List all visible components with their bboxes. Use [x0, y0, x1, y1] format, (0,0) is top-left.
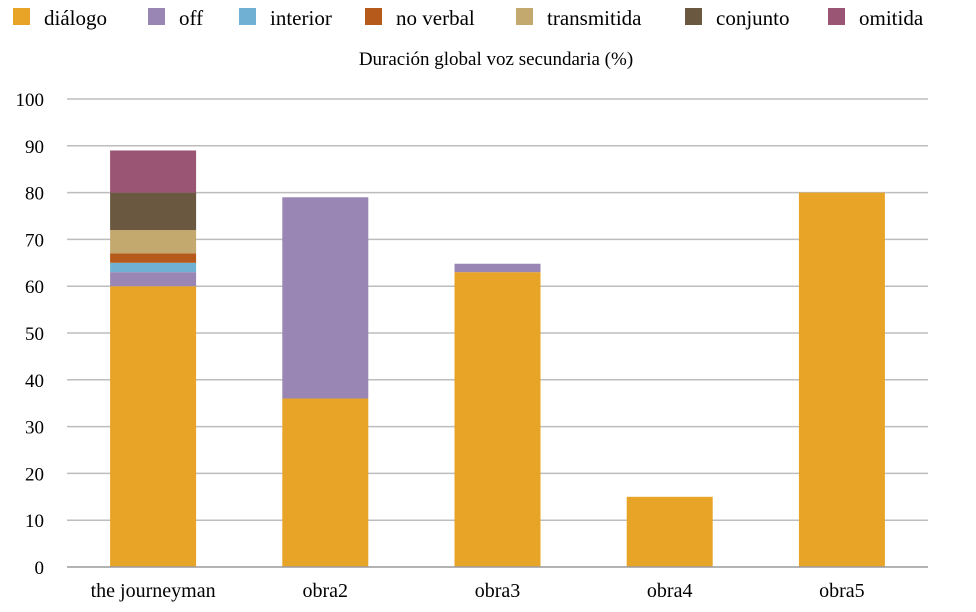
- legend-swatch: [148, 8, 165, 25]
- x-category-label: the journeyman: [91, 580, 216, 602]
- x-category-label: obra3: [475, 580, 521, 602]
- legend-swatch: [828, 8, 845, 25]
- x-category-label: obra2: [303, 580, 349, 602]
- bar-segment: [626, 496, 713, 567]
- legend-swatch: [239, 8, 256, 25]
- legend-label: conjunto: [716, 6, 790, 30]
- x-category-label: obra4: [647, 580, 693, 602]
- bar-segment: [110, 262, 197, 273]
- legend-label: no verbal: [396, 6, 475, 30]
- bar-segment: [110, 272, 197, 287]
- legend: diálogo off interior no verbal transmitida co…: [13, 6, 924, 30]
- bar-segment: [798, 192, 885, 567]
- y-tick-label: 0: [35, 558, 45, 579]
- y-tick-label: 10: [25, 511, 44, 532]
- bar-segment: [454, 272, 541, 567]
- legend-swatch: [516, 8, 533, 25]
- y-tick-label: 100: [16, 90, 45, 111]
- y-tick-label: 90: [25, 137, 44, 158]
- bar-segment: [282, 398, 369, 567]
- y-tick-label: 60: [25, 277, 44, 298]
- legend-label: off: [179, 6, 203, 30]
- bar-segment: [454, 263, 541, 273]
- legend-label: omitida: [859, 6, 924, 30]
- bar-segment: [110, 192, 197, 231]
- y-tick-label: 70: [25, 230, 44, 251]
- bar-segment: [110, 230, 197, 254]
- bars: [110, 150, 885, 567]
- bar-segment: [110, 150, 197, 193]
- y-tick-label: 20: [25, 464, 44, 485]
- legend-label: diálogo: [44, 6, 107, 30]
- x-category-label: obra5: [819, 580, 865, 602]
- y-tick-label: 50: [25, 324, 44, 345]
- legend-swatch: [685, 8, 702, 25]
- y-tick-label: 40: [25, 371, 44, 392]
- bar-segment: [282, 197, 369, 399]
- legend-swatch: [13, 8, 30, 25]
- bar-segment: [110, 253, 197, 263]
- legend-label: transmitida: [547, 6, 642, 30]
- y-tick-label: 30: [25, 418, 44, 439]
- legend-swatch: [365, 8, 382, 25]
- bar-segment: [110, 286, 197, 567]
- y-tick-label: 80: [25, 184, 44, 205]
- legend-label: interior: [270, 6, 332, 30]
- chart-title: Duración global voz secundaria (%): [359, 49, 633, 70]
- y-axis-ticks: 0 10 20 30 40 50 60 70 80 90 100: [16, 90, 45, 579]
- x-axis-labels: the journeyman obra2 obra3 obra4 obra5: [91, 580, 865, 602]
